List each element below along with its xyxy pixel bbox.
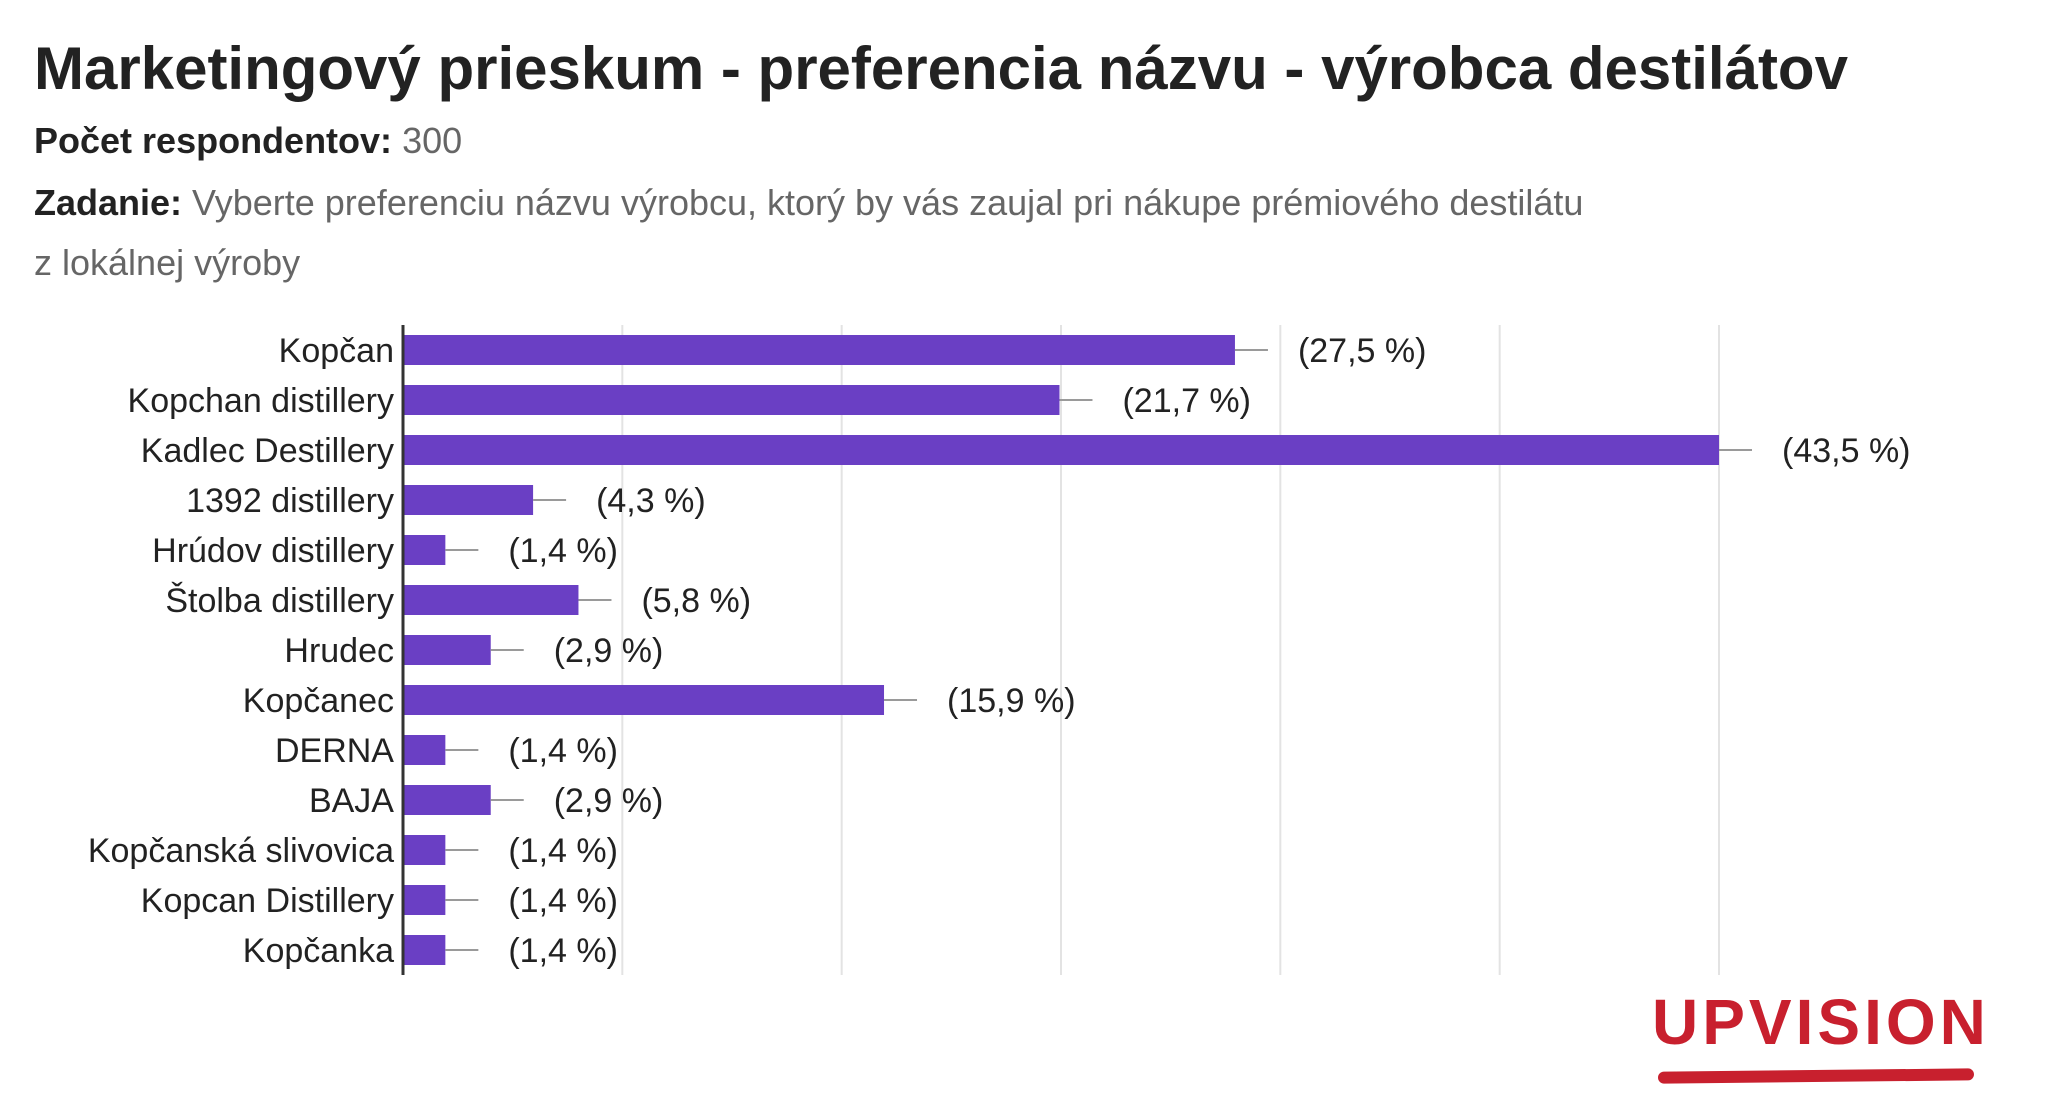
bar xyxy=(403,685,885,715)
data-label: (15,9 %) xyxy=(947,682,1076,720)
bar xyxy=(403,835,446,865)
category-label: Štolba distillery xyxy=(165,582,394,620)
bar xyxy=(403,435,1719,465)
bar-chart: Kopčan (27,5 %) Kopchan distillery (21,7 %)… xyxy=(88,325,1911,975)
bar xyxy=(403,935,446,965)
respondent-count: Počet respondentov: 300 xyxy=(34,120,462,162)
category-label: Kopcan Distillery xyxy=(141,882,394,920)
bar xyxy=(403,735,446,765)
task-text-line1: Vyberte preferenciu názvu výrobcu, ktorý… xyxy=(192,182,1584,223)
data-label: (27,5 %) xyxy=(1298,332,1427,370)
respondent-count-label: Počet respondentov: xyxy=(34,120,393,161)
category-label: 1392 distillery xyxy=(186,482,394,520)
task-text-line2: z lokálnej výroby xyxy=(34,242,301,283)
data-label: (1,4 %) xyxy=(508,832,618,870)
bar xyxy=(403,885,446,915)
upvision-logo: UPVISION xyxy=(1652,986,1990,1058)
category-label: Kopčanka xyxy=(243,932,394,970)
data-label: (43,5 %) xyxy=(1782,432,1911,470)
data-label: (2,9 %) xyxy=(554,632,664,670)
data-label: (1,4 %) xyxy=(508,882,618,920)
category-label: Kopchan distillery xyxy=(128,382,394,420)
data-label: (4,3 %) xyxy=(596,482,706,520)
category-label: Hrudec xyxy=(284,632,394,670)
task-label: Zadanie: xyxy=(34,182,183,223)
respondent-count-value: 300 xyxy=(402,120,463,161)
category-label: Hrúdov distillery xyxy=(152,532,394,570)
category-label: Kopčan xyxy=(279,332,394,370)
data-label: (5,8 %) xyxy=(641,582,751,620)
logo-underline-stroke xyxy=(1657,1068,1975,1084)
bar xyxy=(403,785,491,815)
task-description: Zadanie: Vyberte preferenciu názvu výrob… xyxy=(34,182,1583,224)
category-label: Kopčanská slivovica xyxy=(88,832,394,870)
bar xyxy=(403,535,446,565)
category-label: Kadlec Destillery xyxy=(141,432,394,470)
bar xyxy=(403,585,579,615)
bar xyxy=(403,635,491,665)
data-label: (21,7 %) xyxy=(1122,382,1251,420)
bar xyxy=(403,335,1235,365)
data-label: (2,9 %) xyxy=(554,782,664,820)
bar xyxy=(403,385,1060,415)
category-label: Kopčanec xyxy=(243,682,394,720)
bar xyxy=(403,485,534,515)
chart-title: Marketingový prieskum - preferencia názv… xyxy=(34,35,1848,102)
data-label: (1,4 %) xyxy=(508,532,618,570)
category-label: BAJA xyxy=(309,782,394,820)
data-label: (1,4 %) xyxy=(508,732,618,770)
category-label: DERNA xyxy=(275,732,394,770)
data-label: (1,4 %) xyxy=(508,932,618,970)
